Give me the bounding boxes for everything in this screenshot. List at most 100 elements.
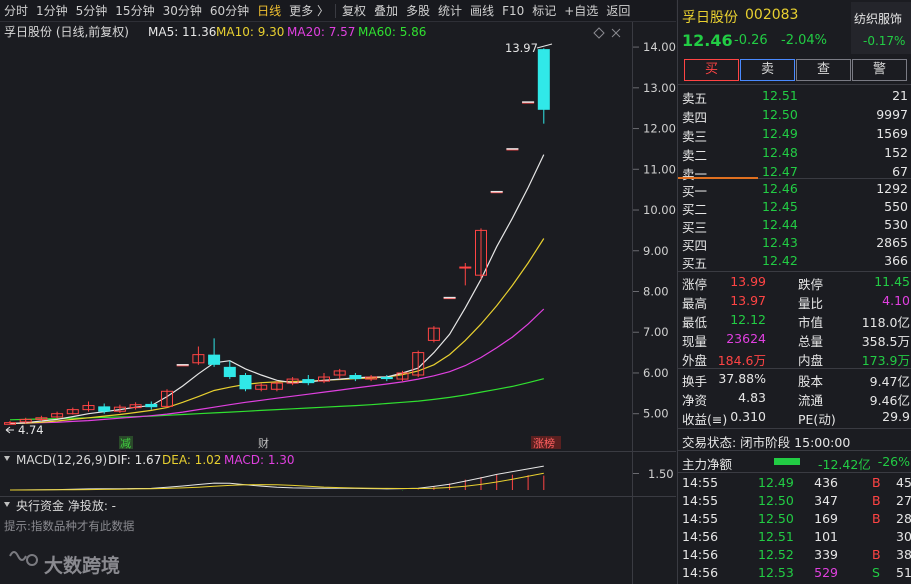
event-label-gainers: 涨榜 <box>533 436 555 450</box>
ask-row[interactable]: 卖三 12.49 1569 <box>678 125 911 144</box>
bid-row[interactable]: 买四 12.43 2865 <box>678 234 911 253</box>
kline-chart-area[interactable]: 孚日股份 (日线,前复权) MA5: 11.36 MA10: 9.30 MA20… <box>0 22 676 584</box>
tab-daily[interactable]: 日线 <box>257 3 282 18</box>
stats2-row: 收益(≡) 0.310 PE(动) 29.9 <box>678 408 911 427</box>
tick-time: 14:56 <box>682 547 719 562</box>
stat-label: 流通 <box>798 393 824 408</box>
back-button[interactable]: 返回 <box>606 3 631 18</box>
candle-body <box>427 327 440 341</box>
stats2-row: 换手 37.88% 股本 9.47亿 <box>678 370 911 389</box>
tab-1min[interactable]: 1分钟 <box>36 3 68 18</box>
ask-row[interactable]: 卖五 12.51 21 <box>678 87 911 106</box>
tick-row: 14:55 12.50 347 B 27 <box>678 492 911 510</box>
bid-price: 12.44 <box>762 217 798 232</box>
main-flow-pct: -26% <box>877 454 910 469</box>
stat-label: 最高 <box>682 296 708 311</box>
flow-divider <box>678 450 911 451</box>
candle-body <box>161 390 173 407</box>
alert-button[interactable]: 警 <box>852 59 907 81</box>
adjust-button[interactable]: 复权 <box>341 3 366 18</box>
sector-box[interactable]: 纺织服饰 -0.17% <box>851 2 911 54</box>
fund-collapse-icon[interactable] <box>4 502 10 507</box>
stats-row: 现量 23624 总量 358.5万 <box>678 330 911 349</box>
bid-volume: 366 <box>884 253 908 268</box>
tick-count: 51 <box>896 565 911 580</box>
tick-time: 14:56 <box>682 565 719 580</box>
tick-side: S <box>872 565 880 580</box>
draw-line-button[interactable]: 画线 <box>470 3 495 18</box>
price-tick-label: 6.00 <box>643 366 669 380</box>
bid-label: 买三 <box>682 220 708 235</box>
tick-row: 14:56 12.52 339 B 38 <box>678 546 911 564</box>
stat-value: 13.99 <box>730 274 766 289</box>
stat-label: 跌停 <box>798 277 824 292</box>
add-watchlist-button[interactable]: +自选 <box>564 3 599 18</box>
order-book-divider-top <box>678 84 911 85</box>
stock-code: 002083 <box>745 7 799 23</box>
sell-button[interactable]: 卖 <box>740 59 795 81</box>
stat-value: 118.0亿 <box>861 315 910 330</box>
status-divider <box>678 428 911 429</box>
stat-value: 11.45 <box>874 274 910 289</box>
stats-row: 最低 12.12 市值 118.0亿 <box>678 311 911 330</box>
candle-body <box>412 352 425 376</box>
mark-button[interactable]: 标记 <box>532 3 557 18</box>
event-tag-reduce[interactable] <box>119 436 133 449</box>
bid-row[interactable]: 买五 12.42 366 <box>678 252 911 271</box>
ask-volume: 67 <box>892 164 908 179</box>
period-toolbar: 分时 1分钟 5分钟 15分钟 30分钟 60分钟 日线 更多 〉 复权 叠加 … <box>0 0 676 22</box>
bid-row[interactable]: 买一 12.46 1292 <box>678 180 911 199</box>
query-button[interactable]: 查 <box>796 59 851 81</box>
price-tick-label: 9.00 <box>643 244 669 258</box>
ask-label: 卖四 <box>682 110 708 125</box>
main-flow-row[interactable]: 主力净额 -12.42亿 -26% <box>678 453 911 472</box>
buy-button[interactable]: 买 <box>684 59 739 81</box>
ask-volume: 152 <box>884 145 908 160</box>
tab-intraday[interactable]: 分时 <box>4 3 29 18</box>
tab-more[interactable]: 更多 〉 <box>289 3 329 18</box>
ma5-line <box>9 154 545 425</box>
bid-label: 买二 <box>682 202 708 217</box>
candle-body <box>35 417 48 420</box>
event-tag-gainers[interactable] <box>531 436 561 449</box>
event-label-finance[interactable]: 财 <box>258 436 269 450</box>
ask-label: 卖二 <box>682 148 708 163</box>
tab-15min[interactable]: 15分钟 <box>115 3 155 18</box>
stat-label: 最低 <box>682 315 708 330</box>
candle-body <box>192 354 205 364</box>
tab-60min[interactable]: 60分钟 <box>209 3 250 18</box>
price-tick-label: 5.00 <box>643 407 669 421</box>
macd-collapse-icon[interactable] <box>4 456 10 461</box>
ma20-line <box>9 308 545 425</box>
bid-row[interactable]: 买二 12.45 550 <box>678 198 911 217</box>
ask-row[interactable]: 卖四 12.50 9997 <box>678 106 911 125</box>
candle-body <box>145 403 158 408</box>
bid-price: 12.46 <box>762 181 798 196</box>
main-flow-bar <box>774 458 800 465</box>
price-tick-label: 13.00 <box>643 81 676 95</box>
tick-side: B <box>872 511 881 526</box>
f10-button[interactable]: F10 <box>502 3 525 18</box>
dea-label: DEA: 1.02 <box>162 453 221 467</box>
stat-value: 358.5万 <box>861 334 910 349</box>
bid-volume: 530 <box>884 217 908 232</box>
price-tick-label: 10.00 <box>643 203 676 217</box>
bid-row[interactable]: 买三 12.44 530 <box>678 216 911 235</box>
tick-price: 12.52 <box>758 547 794 562</box>
candle-body <box>66 409 79 415</box>
stats2-row: 净资 4.83 流通 9.46亿 <box>678 389 911 408</box>
close-icon[interactable] <box>611 28 621 38</box>
ask-volume: 9997 <box>876 107 908 122</box>
multi-stock-button[interactable]: 多股 <box>406 3 431 18</box>
candle-body <box>396 372 409 380</box>
tab-30min[interactable]: 30分钟 <box>162 3 202 18</box>
tab-5min[interactable]: 5分钟 <box>75 3 108 18</box>
kline-chart[interactable]: 孚日股份 (日线,前复权) MA5: 11.36 MA10: 9.30 MA20… <box>0 22 676 584</box>
ask-row[interactable]: 卖二 12.48 152 <box>678 144 911 163</box>
diamond-icon[interactable] <box>593 27 605 39</box>
ask-volume: 1569 <box>876 126 908 141</box>
stat-value: 9.47亿 <box>869 374 910 389</box>
candle-body <box>82 405 95 411</box>
overlay-button[interactable]: 叠加 <box>374 3 399 18</box>
statistics-button[interactable]: 统计 <box>438 3 463 18</box>
